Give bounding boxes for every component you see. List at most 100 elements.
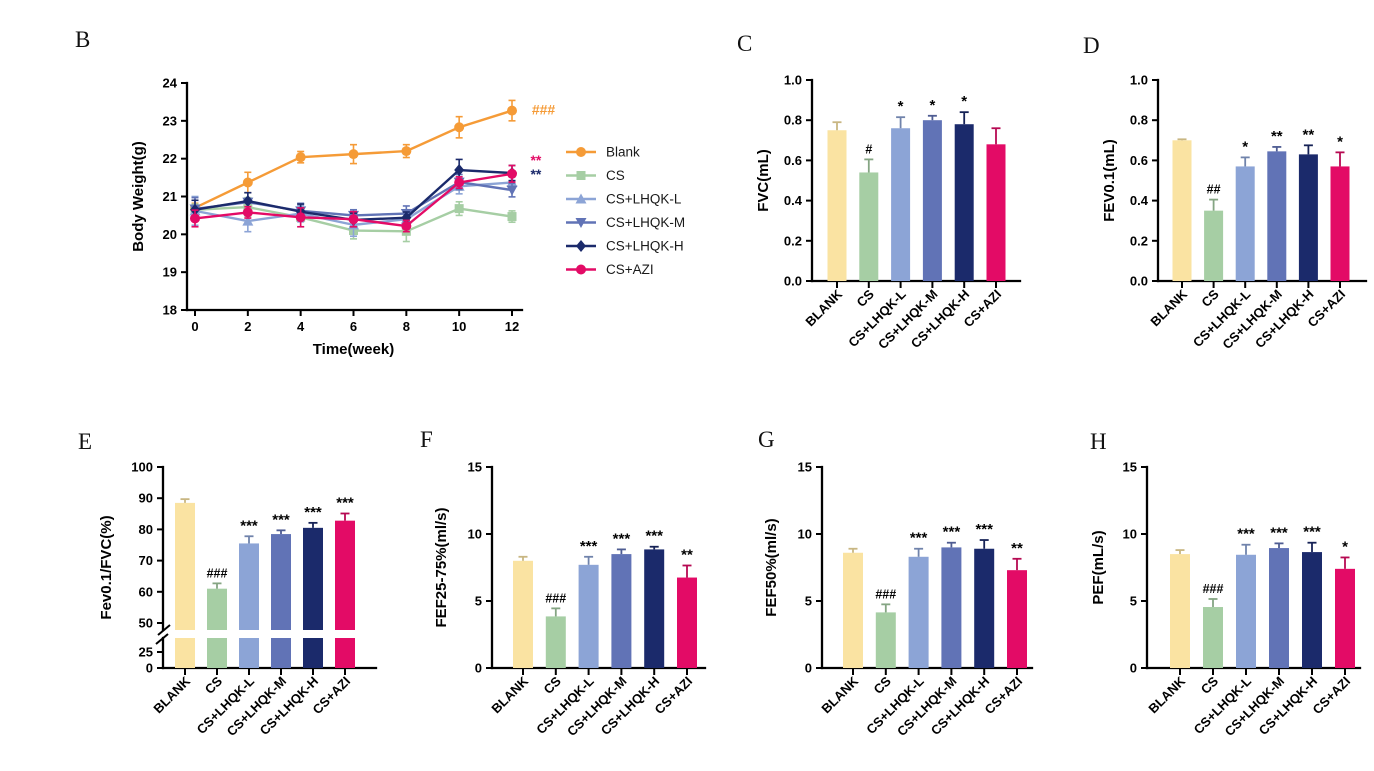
svg-text:FEF50%(ml/s): FEF50%(ml/s) (763, 518, 780, 616)
panel-letter-E: E (78, 429, 93, 454)
svg-text:*: * (1342, 538, 1348, 555)
svg-text:###: ### (532, 101, 556, 117)
svg-text:**: ** (530, 166, 541, 182)
svg-text:***: *** (1303, 524, 1321, 541)
panel-letter-F: F (420, 427, 433, 452)
svg-text:***: *** (580, 538, 598, 555)
svg-text:**: ** (1011, 540, 1023, 557)
svg-text:###: ### (207, 566, 228, 580)
svg-text:0: 0 (1130, 661, 1137, 676)
svg-text:10: 10 (798, 527, 812, 542)
svg-text:***: *** (304, 504, 322, 521)
svg-text:BLANK: BLANK (150, 673, 193, 716)
svg-text:CS: CS (871, 673, 895, 697)
svg-text:80: 80 (139, 522, 153, 537)
svg-text:0.4: 0.4 (784, 193, 803, 208)
svg-text:20: 20 (163, 227, 177, 242)
svg-text:FEV0.1(mL): FEV0.1(mL) (1101, 139, 1118, 222)
svg-text:CS: CS (606, 168, 625, 183)
svg-text:***: *** (613, 530, 631, 547)
panel-B: B 18 19 20 21 22 23 24 0 2 4 6 8 10 12 ### ** ** Time(wee… (60, 20, 720, 392)
svg-text:5: 5 (1130, 594, 1137, 609)
svg-text:10: 10 (452, 319, 466, 334)
svg-text:0.8: 0.8 (1130, 113, 1148, 128)
svg-text:0: 0 (805, 661, 812, 676)
svg-text:***: *** (1270, 524, 1288, 541)
panel-letter-D: D (1083, 33, 1100, 58)
svg-text:*: * (1337, 133, 1343, 150)
svg-text:Fev0.1/FVC(%): Fev0.1/FVC(%) (98, 515, 115, 619)
panel-letter-B: B (75, 27, 91, 52)
svg-text:100: 100 (131, 460, 153, 475)
svg-text:*: * (1242, 138, 1248, 155)
svg-text:25: 25 (139, 645, 153, 660)
svg-text:***: *** (943, 524, 961, 541)
svg-text:BLANK: BLANK (802, 286, 845, 329)
svg-text:PEF(mL/s): PEF(mL/s) (1090, 530, 1107, 604)
svg-text:4: 4 (297, 319, 305, 334)
svg-text:0.6: 0.6 (1130, 153, 1148, 168)
panel-F: F 0 5 10 15 BLANK ### CS *** CS+LHQK-L *** CS+LHQK… (380, 410, 720, 771)
svg-text:22: 22 (163, 151, 177, 166)
svg-text:CS: CS (541, 673, 565, 697)
svg-text:0.2: 0.2 (1130, 233, 1148, 248)
fef25-75-bar-chart: 051015BLANK###CS***CS+LHQK-L***CS+LHQK-M… (433, 460, 707, 739)
svg-text:8: 8 (403, 319, 410, 334)
svg-text:***: *** (645, 528, 663, 545)
svg-text:0.0: 0.0 (1130, 274, 1148, 289)
panel-G: G 0 5 10 15 BLANK ### CS *** CS+LHQK-L *** CS+LHQK… (710, 410, 1040, 771)
svg-text:###: ### (1203, 582, 1224, 596)
svg-text:***: *** (240, 517, 258, 534)
svg-text:CS: CS (1198, 286, 1222, 310)
fev01-bar-chart: 0.00.20.40.60.81.0BLANK##CS*CS+LHQK-L**C… (1101, 73, 1368, 352)
svg-text:**: ** (1303, 126, 1315, 143)
svg-text:###: ### (545, 591, 566, 605)
svg-text:24: 24 (163, 76, 178, 91)
svg-text:21: 21 (163, 189, 177, 204)
svg-text:90: 90 (139, 491, 153, 506)
svg-text:1.0: 1.0 (784, 73, 802, 88)
svg-text:*: * (961, 93, 967, 110)
svg-text:6: 6 (350, 319, 357, 334)
svg-text:15: 15 (1123, 460, 1137, 475)
svg-text:50: 50 (139, 616, 153, 631)
svg-text:***: *** (1237, 526, 1255, 543)
panel-C: C 0.0 0.2 0.4 0.6 0.8 1.0 BLANK # CS * CS+LHQK-L * C… (690, 20, 1034, 390)
svg-text:BLANK: BLANK (818, 673, 861, 716)
svg-text:23: 23 (163, 113, 177, 128)
svg-text:BLANK: BLANK (488, 673, 531, 716)
svg-text:Blank: Blank (606, 145, 640, 160)
svg-text:FEF25-75%(ml/s): FEF25-75%(ml/s) (433, 507, 450, 627)
svg-text:5: 5 (805, 594, 812, 609)
svg-text:CS+LHQK-H: CS+LHQK-H (606, 239, 684, 254)
panel-E: E 50 60 70 80 90 100 0 25 BLANK ### CS *** CS+LHQK-L… (60, 410, 400, 771)
svg-text:18: 18 (163, 303, 177, 318)
panel-H: H 0 5 10 15 BLANK ### CS *** CS+LHQK-L *** CS+LHQK… (1040, 410, 1374, 771)
svg-text:**: ** (1271, 128, 1283, 145)
svg-text:CS+AZI: CS+AZI (606, 262, 654, 277)
fvc-bar-chart: 0.00.20.40.60.81.0BLANK#CS*CS+LHQK-L*CS+… (755, 73, 1022, 352)
pef-bar-chart: 051015BLANK###CS***CS+LHQK-L***CS+LHQK-M… (1090, 460, 1362, 739)
fef50-bar-chart: 051015BLANK###CS***CS+LHQK-L***CS+LHQK-M… (763, 460, 1034, 739)
svg-text:12: 12 (505, 319, 519, 334)
svg-text:#: # (865, 142, 872, 156)
svg-text:*: * (898, 98, 904, 115)
svg-text:###: ### (875, 587, 896, 601)
svg-text:***: *** (336, 494, 354, 511)
svg-text:10: 10 (1123, 527, 1137, 542)
panel-letter-C: C (737, 31, 753, 56)
svg-text:0: 0 (475, 661, 482, 676)
svg-text:0.6: 0.6 (784, 153, 802, 168)
svg-text:*: * (929, 97, 935, 114)
svg-text:***: *** (910, 530, 928, 547)
svg-text:CS: CS (1198, 673, 1222, 697)
svg-text:15: 15 (468, 460, 482, 475)
svg-text:BLANK: BLANK (1147, 286, 1190, 329)
svg-text:CS+AZI: CS+AZI (1310, 674, 1354, 718)
svg-text:Time(week): Time(week) (313, 341, 394, 358)
svg-text:0.8: 0.8 (784, 113, 802, 128)
svg-text:19: 19 (163, 265, 177, 280)
panel-letter-G: G (758, 427, 775, 452)
